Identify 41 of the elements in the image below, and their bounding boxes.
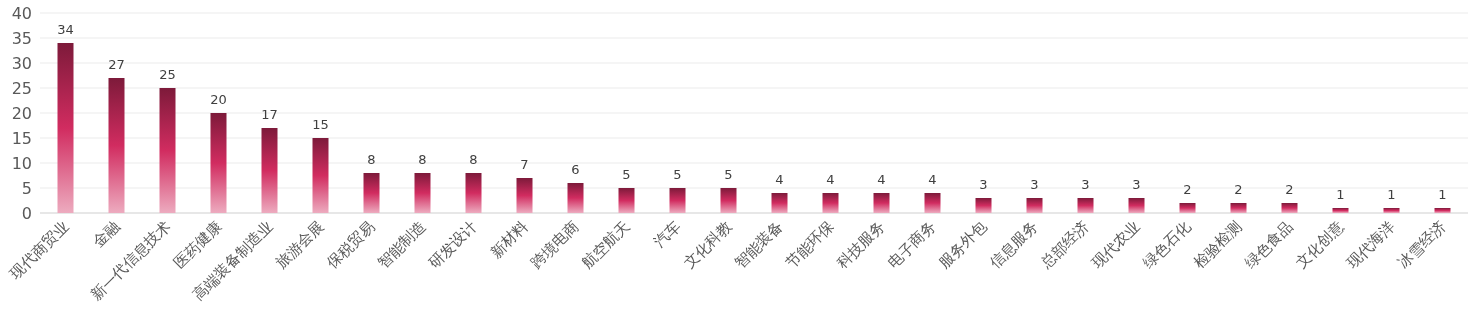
data-label: 34: [57, 22, 74, 37]
data-label: 2: [1285, 182, 1294, 197]
data-label: 1: [1387, 187, 1396, 202]
data-label: 25: [159, 67, 176, 82]
data-label: 5: [673, 167, 682, 182]
y-tick-label: 5: [21, 179, 32, 198]
y-tick-label: 40: [11, 4, 32, 23]
x-tick-label: 冰雪经济: [1394, 217, 1450, 273]
data-label: 2: [1234, 182, 1243, 197]
data-label: 8: [418, 152, 427, 167]
x-tick-label: 研发设计: [425, 217, 481, 273]
data-label: 1: [1336, 187, 1345, 202]
y-tick-label: 10: [11, 154, 32, 173]
data-label: 3: [1132, 177, 1141, 192]
data-label: 20: [210, 92, 227, 107]
data-label: 17: [261, 107, 278, 122]
data-label: 5: [724, 167, 733, 182]
x-tick-label: 汽车: [650, 217, 685, 252]
data-label: 2: [1183, 182, 1192, 197]
y-tick-label: 15: [11, 129, 32, 148]
data-label: 6: [571, 162, 580, 177]
data-label: 27: [108, 57, 125, 72]
data-label: 3: [1030, 177, 1039, 192]
data-label: 3: [979, 177, 988, 192]
y-tick-label: 0: [21, 204, 32, 223]
y-tick-label: 25: [11, 79, 32, 98]
data-label: 4: [775, 172, 784, 187]
data-label: 4: [928, 172, 937, 187]
data-label: 3: [1081, 177, 1090, 192]
y-tick-label: 30: [11, 54, 32, 73]
x-tick-label: 金融: [89, 217, 124, 252]
data-label: 8: [367, 152, 376, 167]
data-label: 4: [826, 172, 835, 187]
data-label: 15: [312, 117, 329, 132]
data-label: 8: [469, 152, 478, 167]
y-tick-label: 35: [11, 29, 32, 48]
y-tick-label: 20: [11, 104, 32, 123]
data-label: 5: [622, 167, 631, 182]
data-label: 7: [520, 157, 529, 172]
data-label: 1: [1438, 187, 1447, 202]
data-label: 4: [877, 172, 886, 187]
